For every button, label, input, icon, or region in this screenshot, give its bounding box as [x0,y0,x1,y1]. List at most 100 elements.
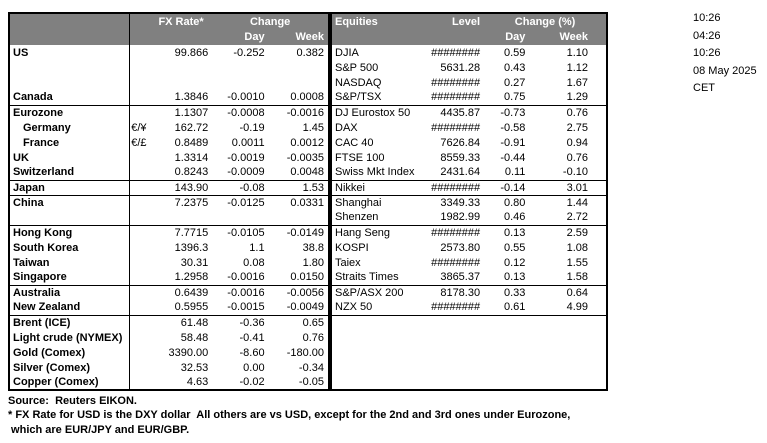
equities-table: Equities Level Change (%) Day Week DJIA #… [330,12,608,391]
fx-row [9,210,329,226]
fx-row-day-change: -0.02 [239,376,265,388]
fx-row: Switzerland 0.8243 -0.0009 0.0048 [9,165,329,181]
equity-row-week-change: 1.55 [566,256,588,269]
equities-header-day: Day [484,29,530,45]
equity-row-level: ######## [431,256,481,269]
fx-row-rate [149,210,213,226]
fx-row: Taiwan 30.31 0.08 1.80 [9,255,329,270]
equities-empty-row [331,315,607,390]
timestamp-line: 10:26 [693,12,721,24]
fx-row-pair-symbol [129,210,150,226]
fx-row-label: Silver (Comex) [9,360,131,375]
fx-header-spacer [9,13,131,29]
equity-row: NASDAQ ######## 0.27 1.67 [331,75,607,90]
fx-row-week-change: 0.382 [296,46,324,59]
equity-row-level: 5631.28 [440,61,481,74]
fx-row: Singapore 1.2958 -0.0016 0.0150 [9,270,329,286]
fx-row: France €/£ 0.8489 0.0011 0.0012 [9,135,329,150]
fx-row-week-change: -0.34 [298,361,324,374]
fx-row-day-change: -0.0105 [227,226,265,239]
equity-row-week-change: -0.10 [529,165,607,181]
equity-row-day-change: 0.13 [504,226,526,239]
fx-row-week-change: 0.0048 [268,165,329,181]
equity-row: Taiex ######## 0.12 1.55 [331,255,607,270]
fx-row-day-change: -0.08 [212,180,269,196]
equity-row-day-change: 0.61 [484,300,530,316]
equities-empty-section [331,315,607,390]
fx-row-label: Australia [9,285,131,300]
equity-row-week-change: 0.76 [566,106,588,119]
equity-row: Hang Seng ######## 0.13 2.59 [331,225,607,240]
equity-row-day-change: 0.75 [484,90,530,106]
equity-row-name: FTSE 100 [335,151,385,164]
fx-row-pair-symbol [129,90,150,106]
fx-row-day-change [212,60,268,75]
footnotes: Source: Reuters EIKON. * FX Rate for USD … [8,394,570,437]
timestamp-line: CET [693,82,715,95]
fx-row-rate: 1.1307 [174,106,209,119]
equity-row-day-change: 0.13 [484,270,530,286]
equity-row: Shanghai 3349.33 0.80 1.44 [331,195,607,210]
equity-row-day-change: 0.27 [504,76,526,89]
equity-row: Straits Times 3865.37 0.13 1.58 [331,270,607,286]
equity-row: Swiss Mkt Index 2431.64 0.11 -0.10 [331,165,607,181]
fx-row: Gold (Comex) 3390.00 -8.60 -180.00 [9,345,329,360]
equity-row-level: ######## [431,76,481,89]
equity-row-day-change: 0.11 [484,165,530,181]
fx-row: Copper (Comex) 4.63 -0.02 -0.05 [9,375,329,390]
fx-row: Light crude (NYMEX) 58.48 -0.41 0.76 [9,330,329,345]
equity-row-name: KOSPI [335,241,369,254]
fx-header-row-1: FX Rate* Change [9,13,329,29]
fx-row-week-change: 38.8 [302,241,324,254]
fx-row-pair-symbol [130,315,150,330]
equity-row-name: Shenzen [331,210,408,226]
equity-row-week-change: 4.99 [529,300,607,316]
fx-row-label: Taiwan [9,255,131,270]
fx-header-symbol-spacer [129,13,150,29]
fx-row-pair-symbol [130,45,150,60]
fx-row-label [9,60,131,75]
fx-row-pair-symbol [130,330,150,345]
equity-row: DAX ######## -0.58 2.75 [331,120,607,135]
fx-row-label: South Korea [9,240,131,255]
fx-header-row-2: Day Week [9,29,329,45]
fx-row-label: Copper (Comex) [9,375,131,390]
equity-row-day-change: 0.12 [504,256,526,269]
equity-row-week-change: 1.58 [529,270,607,286]
fx-row-week-change: -0.0149 [286,226,324,239]
fx-row: Brent (ICE) 61.48 -0.36 0.65 [9,315,329,330]
equity-row-name: Shanghai [335,196,382,209]
fx-row-week-change: -0.0056 [286,286,324,299]
fx-row-day-change: -0.36 [239,316,265,329]
fx-row-rate: 162.72 [174,121,209,134]
equities-header-level-spacer [407,29,485,45]
fx-row-rate: 0.6439 [174,286,209,299]
timestamp-line: 10:26 [693,47,721,60]
equities-header-week: Week [529,29,607,45]
fx-row-day-change: -0.0016 [227,286,265,299]
equities-header-level: Level [407,13,485,29]
fx-row-week-change: 0.0150 [268,270,329,286]
fx-row-pair-symbol [130,195,150,210]
fx-rates-table: FX Rate* Change Day Week US 99.866 -0.252 0… [8,12,330,391]
fx-header-symbol-spacer [129,29,150,45]
fx-row-week-change: -0.0016 [286,106,324,119]
equity-row-name: DJIA [335,46,359,59]
fx-row: New Zealand 0.5955 -0.0015 -0.0049 [9,300,329,316]
fx-row-pair-symbol [129,270,150,286]
fx-row-label: Hong Kong [9,225,131,240]
fx-row-rate: 1.3846 [149,90,213,106]
equity-row-name: NZX 50 [331,300,408,316]
equity-row-week-change: 2.72 [529,210,607,226]
timestamp-panel: 10:26 04:26 10:26 08 May 2025 CET [693,10,757,98]
fx-header-rate-spacer [149,29,213,45]
fx-row-label: Brent (ICE) [9,315,131,330]
equity-row-week-change: 3.01 [529,180,607,196]
equity-row-week-change: 1.29 [529,90,607,106]
fx-row-week-change: 1.53 [268,180,329,196]
fx-row-week-change: 1.45 [302,121,324,134]
equity-row-level: 8178.30 [440,286,481,299]
fx-row-rate: 0.5955 [149,300,213,316]
fx-row-day-change: -0.252 [233,46,265,59]
equity-row-day-change: -0.91 [500,136,526,149]
